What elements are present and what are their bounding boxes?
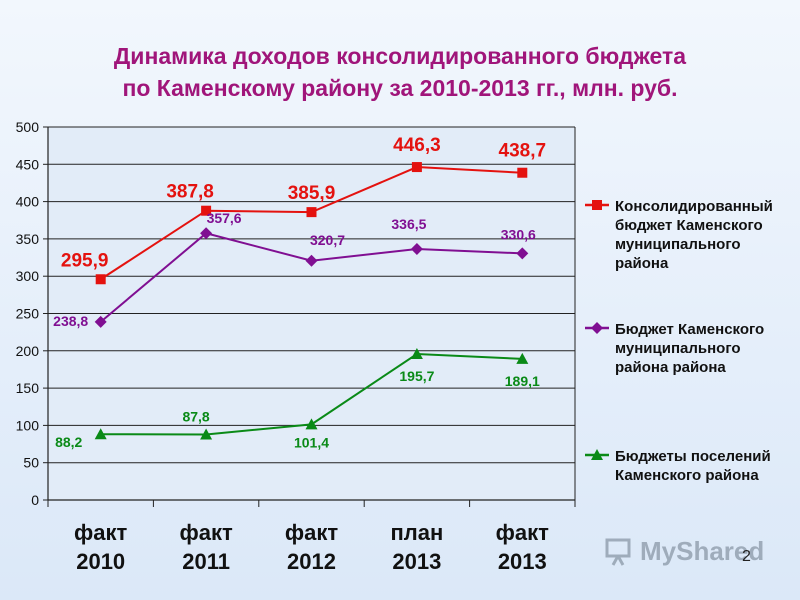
legend-label: муниципального [615, 340, 741, 357]
series-3-point [516, 352, 529, 364]
series-1-data-label: 387,8 [166, 182, 214, 203]
x-tick-label: план [391, 520, 444, 545]
chart-title-line1: Динамика доходов консолидированного бюдж… [113, 43, 687, 69]
legend-marker [591, 449, 603, 460]
watermark: MyShared [604, 536, 764, 567]
series-2-point [305, 254, 318, 267]
y-tick-label: 200 [16, 343, 40, 359]
series-1-point [411, 162, 422, 173]
x-tick-label: факт [285, 520, 338, 545]
series-2-data-label: 330,6 [501, 226, 536, 242]
series-1-data-label: 446,3 [393, 135, 441, 156]
series-1-data-label: 385,9 [288, 183, 336, 204]
x-tick-label: факт [179, 520, 232, 545]
y-tick-label: 50 [23, 455, 39, 471]
watermark-text: MyShared [640, 536, 765, 566]
series-2-data-label: 320,7 [310, 232, 345, 248]
legend-label: Каменского района [615, 467, 759, 484]
series-1-point [95, 274, 106, 285]
series-1-point [517, 167, 528, 178]
series-3-data-label: 87,8 [182, 409, 209, 425]
series-3-data-label: 88,2 [55, 434, 82, 450]
series-2-point [200, 227, 213, 240]
series-3-data-label: 195,7 [399, 368, 434, 384]
x-tick-label: 2011 [182, 549, 230, 574]
y-tick-label: 0 [31, 492, 39, 508]
series-2-point [516, 247, 529, 260]
y-tick-label: 450 [16, 156, 40, 172]
y-tick-label: 250 [16, 306, 40, 322]
series-3-data-label: 101,4 [294, 434, 329, 450]
legend-label: Консолидированный [615, 198, 773, 215]
series-3-data-label: 189,1 [505, 373, 540, 389]
series-1-data-label: 438,7 [499, 141, 547, 162]
x-tick-label: факт [496, 520, 549, 545]
page-number: 2 [742, 548, 751, 565]
x-tick-label: 2012 [287, 549, 336, 574]
legend-marker [592, 200, 602, 210]
series-1-data-label: 295,9 [61, 250, 109, 271]
legend-label: бюджет Каменского [615, 217, 763, 234]
series-3-point [200, 428, 213, 440]
presentation-icon [605, 538, 631, 566]
legend-marker [591, 322, 603, 334]
chart-title: Динамика доходов консолидированного бюдж… [0, 40, 800, 104]
series-3-point [410, 348, 423, 360]
series-2-data-label: 238,8 [53, 313, 88, 329]
y-tick-label: 400 [16, 194, 40, 210]
chart-title-line2: по Каменскому району за 2010-2013 гг., м… [122, 75, 678, 101]
legend-label: Бюджет Каменского [615, 321, 764, 338]
x-tick-label: 2010 [76, 549, 125, 574]
series-3-point [305, 418, 318, 430]
legend-label: Бюджеты поселений [615, 448, 771, 465]
x-tick-label: факт [74, 520, 127, 545]
series-2-point [94, 315, 107, 328]
series-2-point [410, 242, 423, 255]
x-tick-label: 2013 [392, 549, 441, 574]
series-1-point [306, 207, 317, 218]
series-2-data-label: 357,6 [207, 210, 242, 226]
legend-label: района района [615, 359, 726, 376]
x-tick-label: 2013 [498, 549, 547, 574]
legend-label: района [615, 255, 669, 272]
legend-label: муниципального [615, 236, 741, 253]
series-1-point [201, 205, 212, 216]
y-tick-label: 150 [16, 380, 40, 396]
y-tick-label: 300 [16, 268, 40, 284]
series-3-point [94, 428, 107, 440]
y-tick-label: 500 [16, 119, 40, 135]
series-2-data-label: 336,5 [391, 216, 426, 232]
y-tick-label: 100 [16, 417, 40, 433]
y-tick-label: 350 [16, 231, 40, 247]
